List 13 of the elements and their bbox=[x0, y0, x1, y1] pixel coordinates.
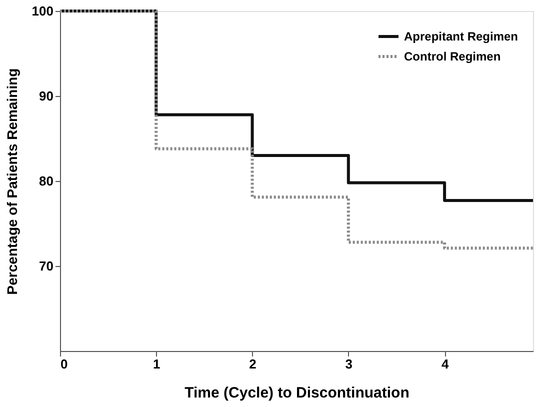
y-tick-label: 100 bbox=[32, 4, 54, 18]
y-tick-label: 90 bbox=[39, 88, 54, 104]
x-axis-title: Time (Cycle) to Discontinuation bbox=[184, 384, 410, 402]
x-tick-label: 1 bbox=[153, 356, 160, 372]
x-tick-label: 0 bbox=[60, 356, 68, 372]
legend-label: Aprepitant Regimen bbox=[404, 30, 518, 44]
y-tick-label: 70 bbox=[39, 258, 54, 274]
x-tick-label: 4 bbox=[441, 356, 450, 372]
y-tick-label: 80 bbox=[39, 174, 54, 188]
x-tick-label: 2 bbox=[249, 356, 256, 372]
legend-label: Control Regimen bbox=[404, 50, 501, 64]
y-axis-title: Percentage of Patients Remaining bbox=[4, 68, 20, 295]
x-tick-label: 3 bbox=[345, 356, 353, 372]
